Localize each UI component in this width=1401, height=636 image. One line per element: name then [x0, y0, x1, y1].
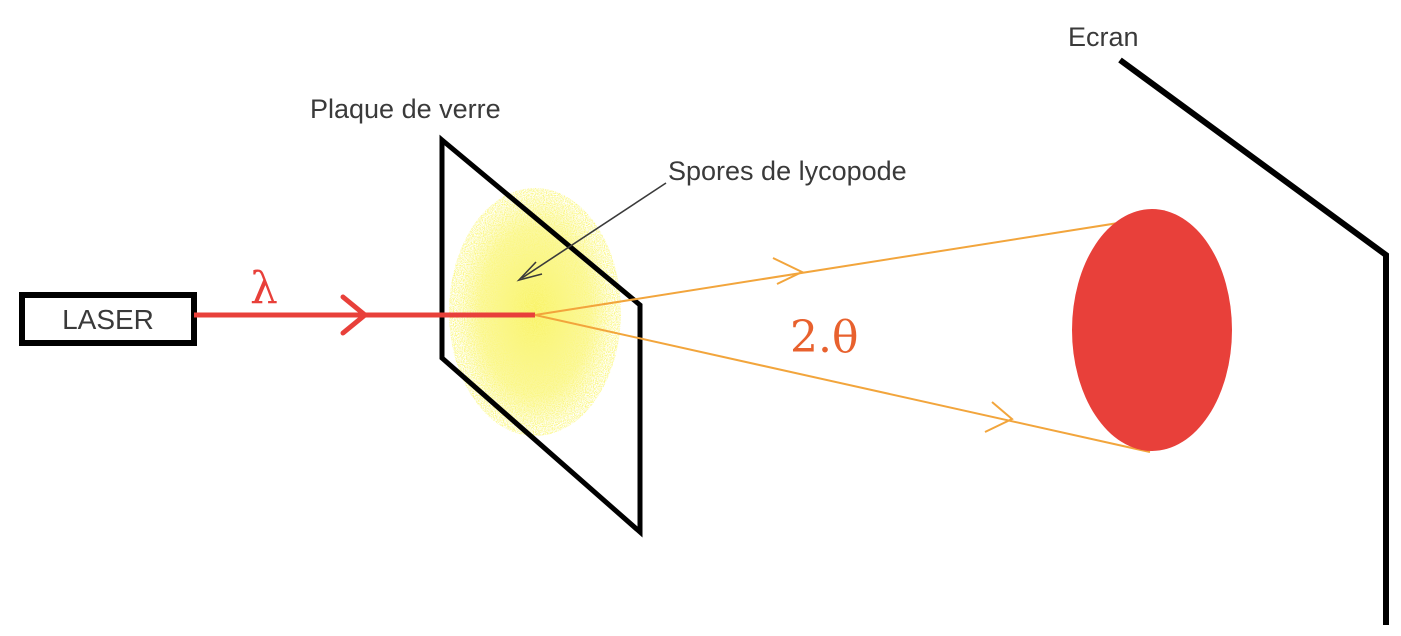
upper-ray-arrowhead [773, 258, 802, 284]
angle-label: 2.θ [790, 312, 858, 363]
spores-cloud [449, 188, 621, 436]
spores-label: Spores de lycopode [668, 156, 907, 186]
diffraction-spot [1072, 209, 1232, 451]
diffracted-rays: 2.θ [535, 218, 1150, 452]
wavelength-label: λ [250, 263, 278, 314]
screen-label: Ecran [1068, 22, 1139, 52]
glass-plate-label: Plaque de verre [310, 94, 501, 124]
laser-label: LASER [62, 304, 154, 335]
upper-ray [535, 218, 1150, 315]
laser-source: LASER [22, 295, 194, 343]
